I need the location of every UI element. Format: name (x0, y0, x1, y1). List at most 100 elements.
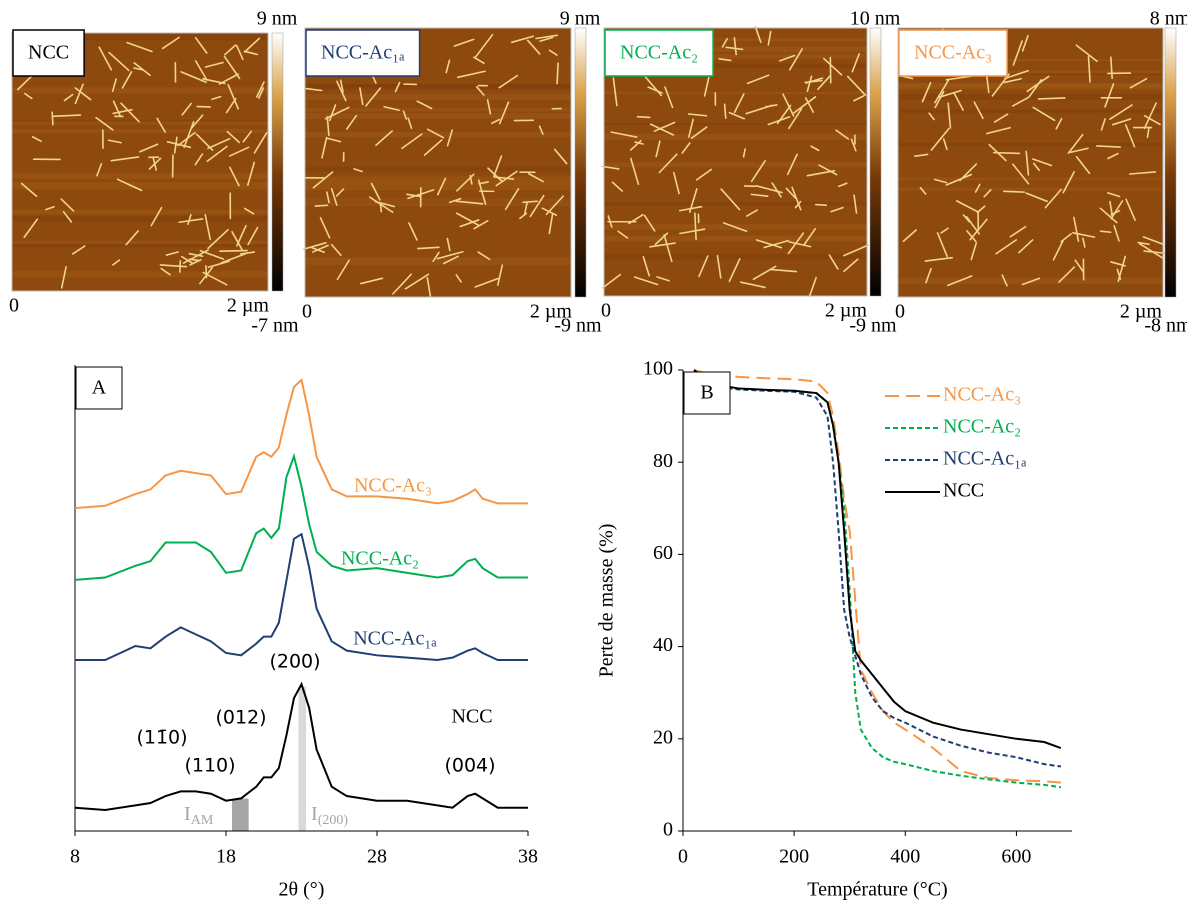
colorbar-min: -9 nm (554, 315, 602, 337)
peak-label: (11̄0) (136, 727, 187, 749)
afm-streak (12, 209, 268, 215)
x-tick-label: 200 (779, 846, 809, 868)
fibril (173, 136, 178, 154)
afm-streak (305, 107, 571, 112)
fibril (456, 70, 486, 79)
fibril (914, 153, 929, 157)
fibril (392, 273, 412, 295)
fibril (133, 67, 145, 71)
afm-streak (12, 33, 268, 41)
fibril (681, 142, 691, 154)
fibril (436, 250, 464, 260)
integration-band (298, 686, 307, 831)
fibril (1001, 274, 1008, 287)
fibril (664, 86, 674, 109)
fibril (455, 212, 481, 227)
fibril (750, 159, 766, 183)
fibril (838, 182, 848, 188)
fibril (788, 108, 803, 130)
fibril (763, 239, 790, 249)
peak-label: (004) (444, 755, 495, 777)
fibril (1018, 239, 1034, 254)
fibril (324, 106, 350, 120)
fibril (95, 116, 114, 131)
x-tick-label: 8 (70, 846, 80, 868)
afm-streak (898, 177, 1163, 181)
band-label-main: I (311, 803, 318, 825)
fibril (370, 182, 381, 201)
y-tick-label: 0 (663, 819, 673, 841)
fibril (187, 213, 192, 226)
axis-start: 0 (895, 301, 905, 323)
fibril (204, 213, 211, 241)
fibril (928, 112, 935, 121)
fibril (933, 178, 948, 184)
fibril (745, 104, 773, 115)
afm-streak (898, 94, 1163, 101)
x-tick-label: 600 (1001, 846, 1031, 868)
fibril (694, 212, 697, 241)
fibril (539, 36, 554, 42)
fibril (522, 200, 539, 204)
afm-panel: 8 nm -8 nm 0 2 µm NCC-Ac₃ (895, 8, 1187, 337)
fibril (793, 96, 817, 114)
fibril (23, 218, 39, 239)
afm-streak (12, 241, 268, 245)
fibril (191, 114, 204, 129)
fibril (369, 196, 394, 214)
fibril (934, 90, 945, 109)
fibril (243, 207, 255, 215)
fibril (194, 60, 208, 81)
fibril (754, 25, 762, 44)
fibril (486, 99, 492, 115)
afm-streak (898, 59, 1163, 62)
colorbar (1164, 27, 1177, 298)
panel-label-box (683, 371, 731, 415)
colorbar (869, 27, 882, 297)
fibril (498, 101, 510, 125)
fibril (673, 171, 680, 195)
fibril (404, 273, 430, 290)
fibril (1110, 209, 1121, 216)
fibril (247, 161, 256, 186)
series-label: NCC (451, 706, 492, 728)
fibril (226, 130, 241, 144)
fibril (1099, 207, 1118, 224)
fibril (495, 170, 518, 187)
afm-streak (898, 83, 1163, 90)
fibril (723, 103, 727, 119)
fibril (610, 131, 638, 138)
fibril (62, 211, 73, 223)
y-tick-label: 80 (653, 450, 673, 472)
fibril (330, 188, 338, 206)
fibril (803, 227, 817, 246)
fibril (1032, 158, 1053, 167)
fibril (993, 113, 1009, 123)
fibril (767, 30, 772, 46)
series-label: NCC-Ac₃ (354, 475, 432, 497)
fibril (810, 145, 820, 152)
fibril (695, 168, 713, 181)
axis-start: 0 (302, 301, 312, 323)
image-label: NCC-Ac₂ (620, 42, 698, 64)
afm-streak (305, 93, 571, 101)
fibril (402, 110, 408, 120)
fibril (496, 264, 504, 286)
fibril (1124, 124, 1136, 148)
fibril (1113, 224, 1120, 242)
colorbar-min: -9 nm (849, 315, 897, 337)
band-label: I(200) (311, 803, 348, 829)
fibril (161, 36, 180, 50)
fibril (160, 267, 171, 276)
fibril (794, 200, 802, 209)
fibril (110, 156, 140, 162)
fibril (325, 137, 342, 143)
fibril (498, 74, 519, 89)
band-label-main: I (184, 803, 191, 825)
fibril (407, 117, 413, 130)
fibril (687, 118, 694, 138)
fibril (804, 97, 815, 113)
fibril (383, 105, 400, 112)
colorbar-max: 9 nm (560, 8, 601, 30)
